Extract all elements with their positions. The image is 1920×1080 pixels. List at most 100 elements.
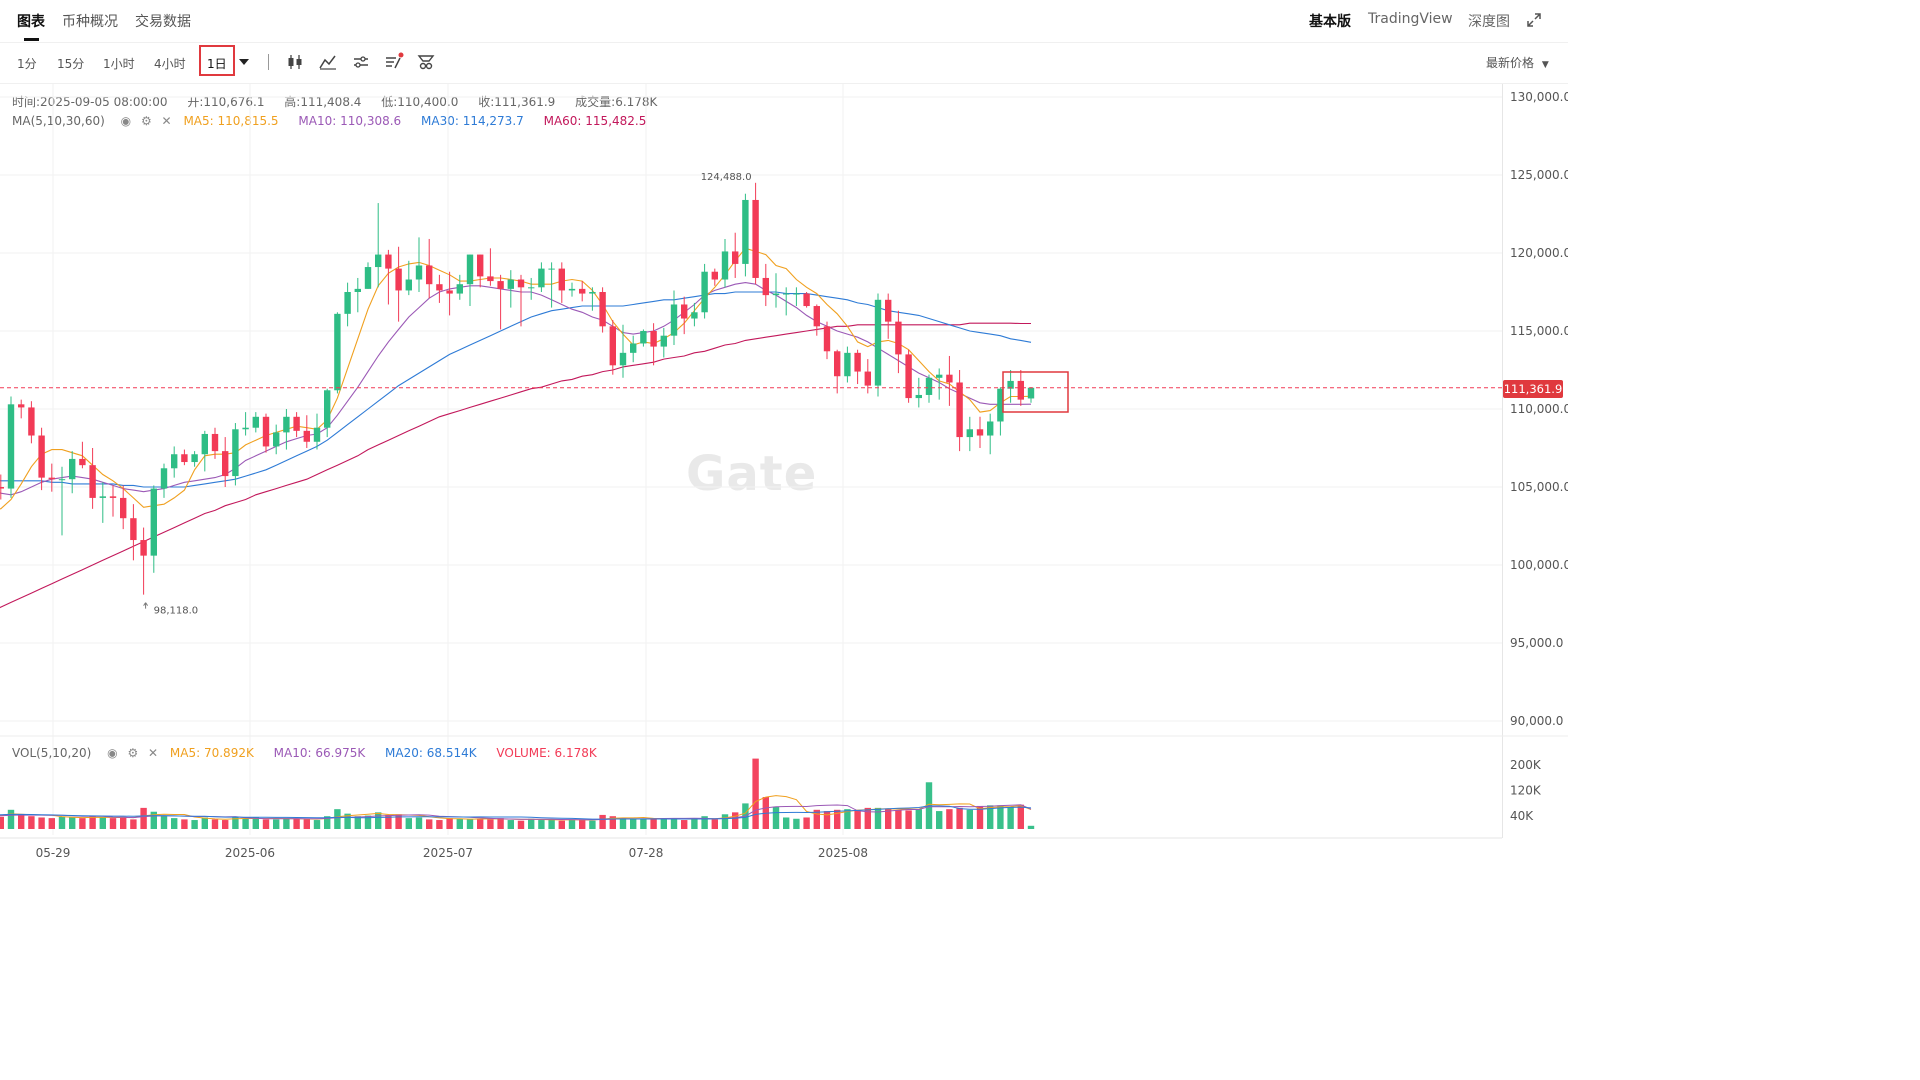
timeframe-dropdown-icon[interactable] [239, 59, 249, 65]
candle-body [303, 430, 310, 442]
close-icon[interactable]: ✕ [161, 114, 172, 128]
time-value: 2025-09-05 08:00:00 [40, 95, 168, 109]
time-axis-label: 2025-08 [818, 846, 868, 860]
volume-bar [966, 809, 973, 829]
tab-coin-overview[interactable]: 币种概况 [62, 14, 118, 30]
candlestick-type-icon[interactable] [285, 52, 305, 72]
close-label: 收: [478, 95, 495, 109]
timeframe-1d[interactable]: 1日 [207, 57, 227, 71]
candle-body [497, 281, 504, 289]
candle-body [681, 304, 688, 319]
volume-axis-label: 120K [1510, 784, 1542, 798]
settings-sliders-icon[interactable] [351, 52, 371, 72]
tab-tradingview[interactable]: TradingView [1368, 11, 1453, 27]
candle-body [803, 293, 810, 307]
volume-bar [568, 820, 576, 829]
volume-bar [364, 815, 372, 829]
candle-body [599, 292, 606, 327]
candle-body [783, 293, 790, 295]
candle-body [548, 268, 555, 270]
volume-bar [303, 819, 310, 829]
candle-body [181, 454, 188, 463]
volume-bar [0, 816, 4, 829]
volume-bar [691, 819, 698, 829]
timeframe-1h[interactable]: 1小时 [103, 57, 135, 71]
volume-bar [1027, 825, 1035, 829]
candle-body [568, 288, 576, 291]
indicator-icon[interactable] [318, 52, 338, 72]
candle-body [79, 458, 86, 466]
candle-body [1027, 387, 1035, 399]
volume-bar [222, 820, 229, 829]
fullscreen-icon[interactable] [1527, 13, 1541, 27]
candle-body [120, 497, 127, 519]
volume-bar [803, 817, 810, 829]
volume-bar [242, 818, 249, 829]
volume-bar [956, 807, 963, 829]
volume-bar [538, 820, 545, 829]
price-type-select[interactable]: 最新价格 ▼ [1486, 54, 1549, 71]
volume-bar [140, 807, 147, 829]
tab-chart[interactable]: 图表 [17, 14, 45, 30]
volume-bar [385, 814, 392, 829]
eye-icon[interactable]: ◉ [120, 114, 132, 128]
ma60-value: MA60: 115,482.5 [543, 114, 647, 128]
close-value: 111,361.9 [494, 95, 556, 109]
volume-bar [405, 818, 412, 829]
volume-bar [181, 819, 188, 829]
vol-close-icon[interactable]: ✕ [148, 746, 159, 760]
timeframe-15m[interactable]: 15分 [57, 57, 85, 71]
candle-body [18, 404, 25, 408]
candle-body [538, 268, 545, 288]
volume-bar [895, 810, 902, 829]
drawing-tools-icon[interactable] [384, 52, 404, 72]
candle-body [160, 468, 168, 489]
low-value: 110,400.0 [397, 95, 459, 109]
volume-bar [528, 818, 535, 829]
tab-trading-data[interactable]: 交易数据 [135, 14, 191, 30]
open-label: 开: [187, 95, 204, 109]
tab-depth-chart[interactable]: 深度图 [1468, 14, 1510, 30]
volume-bar [415, 817, 423, 829]
tab-basic-version[interactable]: 基本版 [1309, 14, 1351, 30]
candle-body [976, 429, 984, 436]
current-price-tag: 111,361.9 [1503, 380, 1563, 398]
volume-bar [823, 811, 831, 829]
volume-bar [650, 819, 657, 829]
time-axis-label: 2025-06 [225, 846, 275, 860]
chevron-down-icon: ▼ [1541, 60, 1549, 70]
low-annotation: 98,118.0 [154, 606, 199, 617]
candle-body [252, 416, 259, 428]
candle-body [109, 496, 117, 498]
timeframe-4h[interactable]: 4小时 [154, 57, 186, 71]
candle-body [0, 487, 4, 489]
candle-body [7, 404, 15, 489]
vol-eye-icon[interactable]: ◉ [107, 746, 118, 760]
volume-bar [150, 811, 157, 829]
ma60-line [0, 322, 1031, 609]
volume-bar [375, 812, 382, 829]
timeframe-1m[interactable]: 1分 [17, 57, 37, 71]
volume-bar [711, 819, 718, 829]
volume-bar [69, 817, 76, 829]
vol-settings-icon[interactable]: ⚙ [127, 746, 139, 760]
volume-bar [58, 816, 66, 829]
candle-body [334, 313, 341, 391]
candle-body [313, 427, 321, 442]
settings-icon[interactable]: ⚙ [140, 114, 152, 128]
vol-ma20-value: MA20: 68.514K [385, 746, 477, 760]
open-value: 110,676.1 [203, 95, 265, 109]
candle-body [242, 427, 249, 430]
volume-label: 成交量: [575, 95, 616, 109]
volume-bar [99, 817, 106, 829]
candlestick-chart[interactable]: 130,000.0 125,000.0 120,000.0 115,000.0 110,… [0, 84, 1568, 880]
candle-body [211, 433, 219, 452]
template-icon[interactable] [416, 52, 436, 72]
candle-body [528, 287, 535, 289]
volume-bar [7, 809, 15, 829]
candle-body [711, 271, 718, 280]
candle-body [222, 451, 229, 477]
candle-body [630, 343, 637, 353]
candle-body [517, 279, 525, 288]
volume-bar [579, 819, 586, 829]
